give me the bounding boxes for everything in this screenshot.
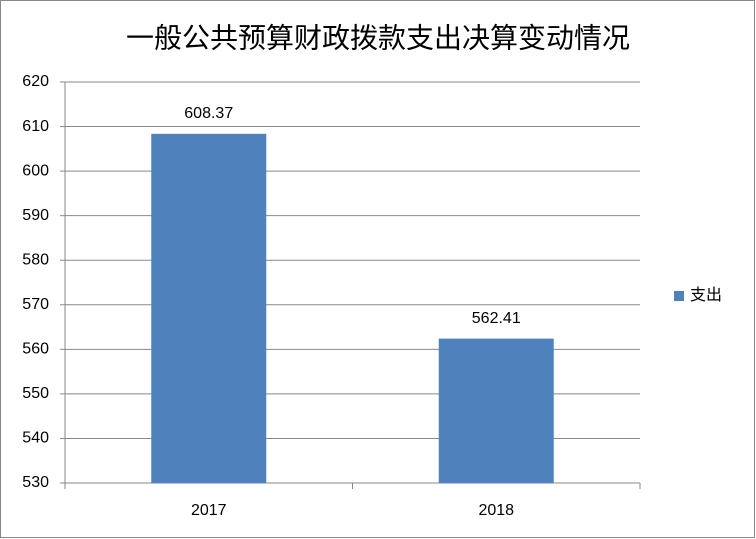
y-tick-label: 580 (22, 251, 49, 268)
legend-swatch (674, 291, 684, 301)
x-tick-label: 2017 (191, 502, 227, 519)
y-tick-label: 540 (22, 430, 49, 447)
y-tick-label: 570 (22, 296, 49, 313)
y-tick-label: 600 (22, 162, 49, 179)
y-tick-label: 590 (22, 207, 49, 224)
y-tick-label: 530 (22, 474, 49, 491)
legend-label: 支出 (690, 286, 722, 304)
data-label: 562.41 (472, 310, 521, 327)
y-tick-label: 620 (22, 73, 49, 90)
y-tick-label: 610 (22, 118, 49, 135)
y-tick-label: 550 (22, 385, 49, 402)
data-label: 608.37 (184, 105, 233, 122)
chart-title: 一般公共预算财政拨款支出决算变动情况 (126, 22, 630, 53)
bar (438, 338, 554, 483)
bar (151, 133, 267, 483)
x-tick-label: 2018 (478, 502, 514, 519)
y-tick-label: 560 (22, 341, 49, 358)
